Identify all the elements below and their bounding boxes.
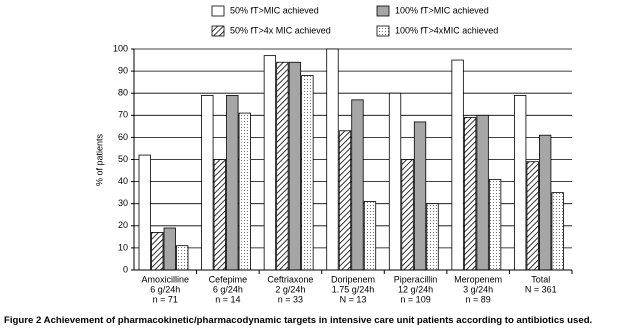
legend-swatch — [376, 5, 390, 17]
bar — [426, 203, 439, 271]
bar — [238, 112, 251, 271]
bar — [213, 159, 226, 271]
legend-label: 50% fT>4x MIC achieved — [230, 25, 331, 35]
y-tick-label: 10 — [118, 242, 128, 252]
y-tick-label: 0 — [123, 264, 128, 274]
x-tick-label: Doripenem — [331, 274, 375, 284]
y-tick-label: 60 — [118, 132, 128, 142]
x-tick-label: 3 g/24h — [463, 284, 493, 294]
x-tick-label: N = 361 — [525, 284, 557, 294]
bar — [526, 161, 539, 271]
x-tick-label: 1.75 g/24h — [332, 284, 375, 294]
caption: Figure 2 Achievement of pharmacokinetic/… — [4, 315, 592, 326]
bar — [551, 192, 564, 271]
caption-text: Achievement of pharmacokinetic/pharmacod… — [44, 315, 593, 326]
x-tick-label: Ceftriaxone — [267, 274, 313, 284]
bar — [263, 55, 277, 271]
legend-swatch — [211, 5, 225, 17]
bar — [151, 232, 164, 271]
bar — [351, 99, 364, 271]
bar — [326, 48, 339, 271]
y-tick-label: 80 — [118, 88, 128, 98]
legend-swatch — [376, 25, 390, 37]
y-tick-label: 70 — [118, 110, 128, 120]
bar — [514, 95, 527, 271]
bar — [539, 134, 552, 271]
bar — [226, 95, 239, 271]
bar — [301, 75, 314, 271]
x-tick-label: n = 71 — [153, 294, 178, 304]
bar — [388, 92, 402, 271]
legend-label: 50% fT>MIC achieved — [230, 5, 319, 15]
y-tick-label: 90 — [118, 65, 128, 75]
bar — [201, 95, 214, 271]
y-tick-label: 20 — [118, 220, 128, 230]
legend-label: 100% fT>MIC achieved — [395, 5, 489, 15]
x-tick-label: n = 14 — [215, 294, 240, 304]
bar — [451, 59, 464, 271]
bar — [176, 245, 189, 271]
x-tick-label: 6 g/24h — [213, 284, 243, 294]
y-tick-label: 50 — [118, 154, 128, 164]
x-tick-label: n = 33 — [278, 294, 303, 304]
x-tick-label: Amoxicilline — [142, 274, 190, 284]
x-tick-label: N = 13 — [340, 294, 367, 304]
bar — [413, 121, 427, 271]
caption-label: Figure 2 — [4, 315, 41, 326]
y-tick-label: 30 — [118, 198, 128, 208]
x-tick-label: Cefepime — [209, 274, 248, 284]
bar — [338, 130, 352, 271]
bar — [463, 117, 477, 271]
y-tick-label: 40 — [118, 176, 128, 186]
x-tick-label: n = 109 — [400, 294, 430, 304]
bar — [476, 114, 489, 271]
x-tick-label: 6 g/24h — [150, 284, 180, 294]
bar — [288, 61, 302, 271]
y-axis-label: % of patients — [94, 133, 104, 186]
x-tick-label: n = 89 — [466, 294, 491, 304]
legend-swatch — [211, 25, 225, 37]
bar — [276, 61, 289, 271]
legend-label: 100% fT>4xMIC achieved — [395, 25, 498, 35]
x-tick-label: Meropenem — [454, 274, 502, 284]
bar — [163, 227, 176, 271]
bar — [401, 159, 414, 271]
x-tick-label: 12 g/24h — [398, 284, 433, 294]
y-tick-label: 100 — [113, 43, 128, 53]
x-tick-label: Piperacillin — [394, 274, 438, 284]
x-tick-label: 2 g/24h — [275, 284, 305, 294]
bar — [138, 154, 151, 271]
bar — [488, 178, 502, 271]
bar — [363, 201, 377, 271]
x-tick-label: Total — [531, 274, 550, 284]
